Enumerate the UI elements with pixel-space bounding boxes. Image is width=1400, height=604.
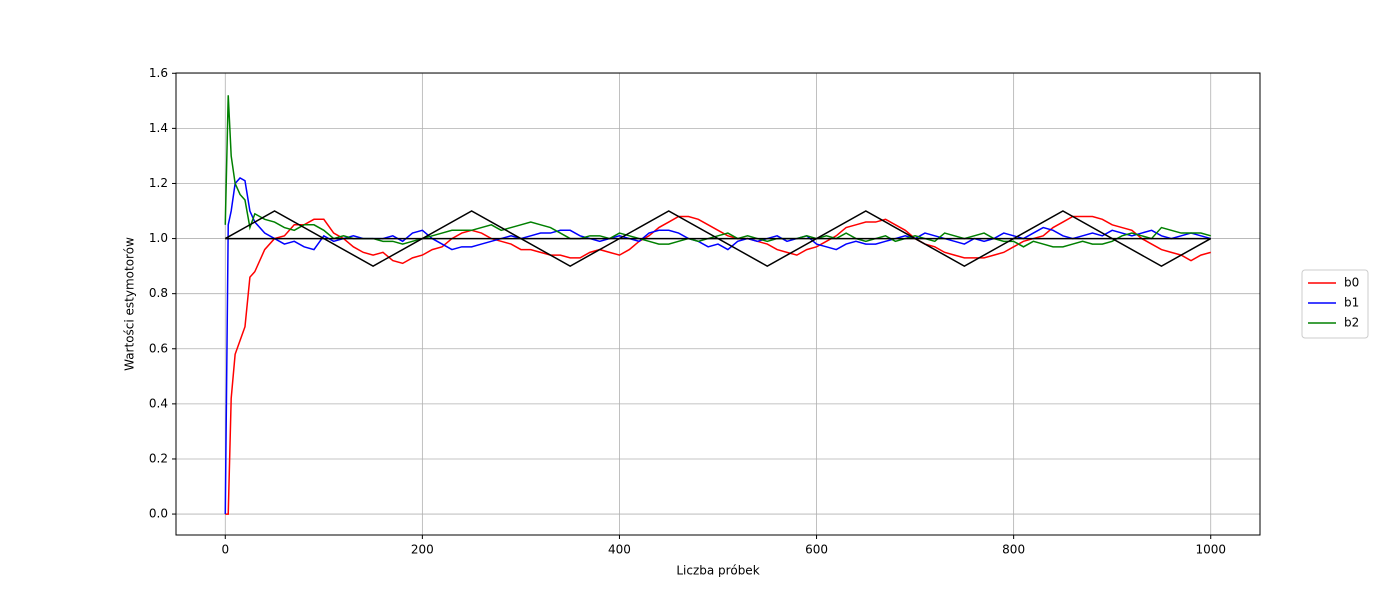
- y-tick-label: 0.0: [149, 507, 168, 521]
- plot-frame: [175, 72, 1261, 536]
- reference-line: [224, 210, 1212, 267]
- x-tick-label: 800: [1002, 543, 1025, 557]
- legend-label: b1: [1344, 296, 1359, 310]
- x-tick-label: 1000: [1195, 543, 1226, 557]
- series-line: [225, 215, 1211, 515]
- legend-label: b2: [1344, 316, 1359, 330]
- y-tick-label: 1.2: [149, 176, 168, 190]
- series-line: [224, 95, 1211, 248]
- x-tick-label: 200: [411, 543, 434, 557]
- y-tick-label: 1.4: [149, 121, 168, 135]
- legend-label: b0: [1344, 276, 1359, 290]
- series-line: [224, 177, 1211, 515]
- y-axis-label: Wartości estymotorów: [123, 237, 137, 371]
- x-tick-label: 400: [608, 543, 631, 557]
- legend-box: [1301, 269, 1369, 339]
- x-tick-label: 600: [805, 543, 828, 557]
- y-tick-label: 0.8: [149, 286, 168, 300]
- x-axis-label: Liczba próbek: [676, 564, 759, 578]
- y-tick-label: 1.6: [149, 66, 168, 80]
- y-tick-label: 0.6: [149, 341, 168, 355]
- x-tick-label: 0: [221, 543, 229, 557]
- y-tick-label: 0.2: [149, 451, 168, 465]
- y-tick-label: 1.0: [149, 231, 168, 245]
- y-tick-label: 0.4: [149, 396, 168, 410]
